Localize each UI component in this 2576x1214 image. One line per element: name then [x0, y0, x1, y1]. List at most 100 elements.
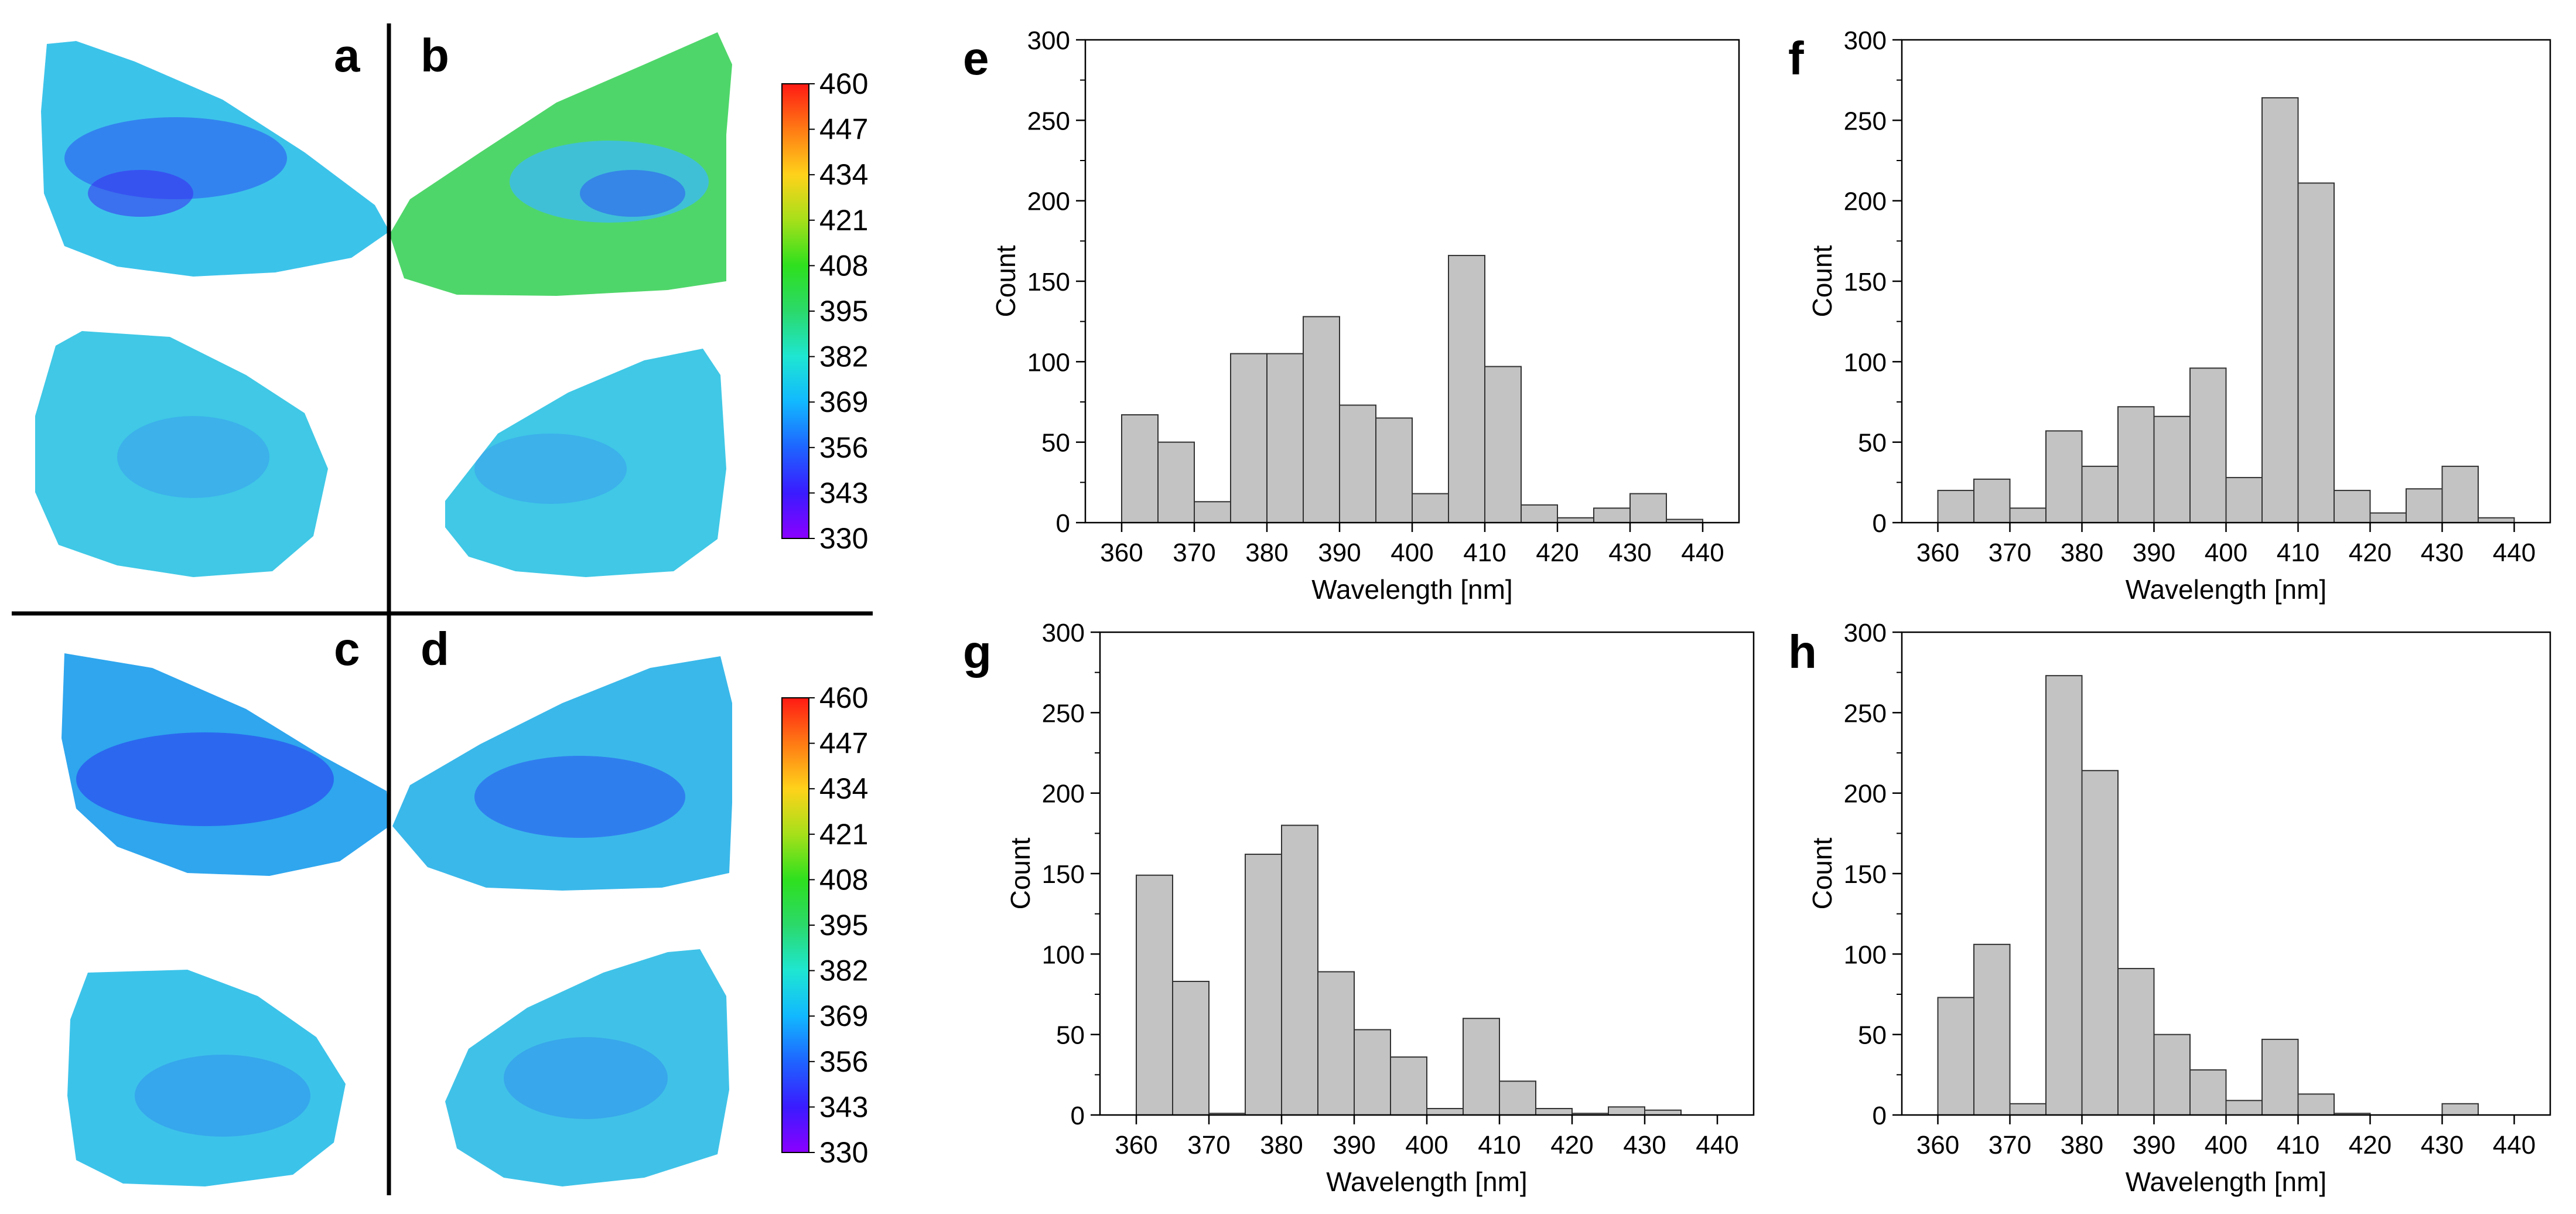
- x-tick-label: 420: [1536, 538, 1579, 567]
- wing-map-a-hindwing: [35, 331, 328, 577]
- colorbar-tick-label: 356: [819, 1045, 868, 1078]
- colorbar-tick-label: 369: [819, 1000, 868, 1032]
- dark-patch: [88, 170, 193, 217]
- dark-patch: [117, 416, 269, 498]
- colorbar-scale: [781, 83, 809, 539]
- x-tick-label: 410: [1478, 1131, 1521, 1160]
- y-tick-label: 150: [1042, 860, 1085, 889]
- colorbar-tick-label: 434: [819, 158, 868, 191]
- y-tick-label: 100: [1027, 348, 1070, 377]
- histogram-bar: [1245, 854, 1282, 1116]
- histogram-bar: [2117, 406, 2155, 523]
- histogram-bar: [1412, 493, 1449, 523]
- y-tick-label: 300: [1027, 26, 1070, 55]
- y-tick-label: 50: [1056, 1021, 1085, 1050]
- x-axis-label: Wavelength [nm]: [2126, 574, 2326, 605]
- histogram-bar: [2297, 182, 2335, 524]
- histogram-bar: [1172, 981, 1210, 1116]
- dark-patch: [474, 756, 685, 838]
- histogram-bar: [2045, 675, 2083, 1116]
- histogram-bar: [1499, 1080, 1536, 1116]
- histogram-bar: [1484, 366, 1522, 523]
- histogram-bar: [1281, 824, 1318, 1116]
- colorbar-scale: [781, 697, 809, 1153]
- colorbar-tick-label: 330: [819, 522, 868, 555]
- x-tick-label: 400: [1405, 1131, 1448, 1160]
- histogram-bar: [1535, 1108, 1573, 1116]
- x-tick-label: 400: [1391, 538, 1433, 567]
- histogram-bar: [1463, 1018, 1500, 1116]
- histogram-bar: [1230, 353, 1267, 523]
- x-axis-label: Wavelength [nm]: [1311, 574, 1512, 605]
- histogram-bar: [1136, 874, 1173, 1116]
- x-tick-label: 370: [1989, 1131, 2031, 1160]
- x-tick-label: 420: [1550, 1131, 1593, 1160]
- y-tick-label: 100: [1042, 940, 1085, 969]
- panel-letter-h: h: [1788, 626, 1817, 678]
- colorbar-tick-label: 421: [819, 818, 868, 851]
- y-tick-label: 250: [1844, 699, 1887, 728]
- colorbar-tick-label: 421: [819, 204, 868, 237]
- histogram-bar: [2261, 1038, 2299, 1116]
- x-tick-label: 390: [2133, 1131, 2175, 1160]
- y-tick-label: 0: [1873, 509, 1887, 538]
- colorbar-tick-label: 460: [819, 67, 868, 100]
- dark-patch: [504, 1037, 668, 1119]
- colorbar-top: 460 447 434 421 408 395 382 369 356 343 330: [781, 67, 868, 555]
- colorbar-tick-label: 447: [819, 727, 868, 760]
- histogram-bar: [2009, 1103, 2047, 1116]
- y-tick-label: 200: [1042, 780, 1085, 809]
- spectral-maps: a b c d 460 447 434 421 408 395 382 369 356 343 33…: [12, 23, 873, 1195]
- y-tick-label: 0: [1056, 509, 1070, 538]
- y-axis-label: Count: [1807, 245, 1837, 317]
- colorbar-tick-label: 343: [819, 1090, 868, 1123]
- x-tick-label: 360: [1916, 538, 1959, 567]
- y-tick-label: 300: [1844, 26, 1887, 55]
- y-tick-label: 100: [1844, 348, 1887, 377]
- histogram-bar: [2045, 430, 2083, 523]
- colorbar-tick-label: 408: [819, 863, 868, 896]
- histogram-bar: [1608, 1106, 1645, 1116]
- histogram-bar: [1973, 478, 2011, 524]
- histogram-panel-f: f 360 370 380 390 400 410 420 430 440 0 50 100 150 200…: [1788, 26, 2551, 605]
- y-axis-label: Count: [1005, 837, 1036, 909]
- histogram-bar: [1157, 441, 1195, 524]
- x-tick-label: 410: [2277, 538, 2319, 567]
- colorbar-tick-label: 434: [819, 772, 868, 805]
- y-axis-label: Count: [990, 245, 1021, 317]
- histogram-bar: [1266, 353, 1304, 523]
- x-tick-label: 410: [1463, 538, 1506, 567]
- x-tick-label: 400: [2205, 1131, 2247, 1160]
- x-tick-label: 390: [2133, 538, 2175, 567]
- colorbar-tick-label: 382: [819, 954, 868, 987]
- histogram-bar: [2225, 477, 2263, 523]
- panel-letter-a: a: [334, 29, 360, 81]
- y-tick-label: 150: [1844, 268, 1887, 296]
- panel-letter-f: f: [1788, 32, 1804, 84]
- x-axis-label: Wavelength [nm]: [1326, 1167, 1527, 1197]
- histogram-bar: [1194, 501, 1231, 523]
- histogram-bar: [1973, 943, 2011, 1116]
- x-tick-label: 360: [1916, 1131, 1959, 1160]
- histogram-bar: [2225, 1100, 2263, 1116]
- histogram-bar: [2189, 1069, 2227, 1116]
- colorbar-tick-label: 343: [819, 476, 868, 509]
- y-tick-label: 50: [1858, 429, 1887, 458]
- dark-patch: [76, 732, 334, 826]
- colorbar-tick-label: 369: [819, 386, 868, 418]
- colorbar-tick-label: 356: [819, 431, 868, 464]
- panel-letter-c: c: [334, 623, 360, 675]
- panel-letter-b: b: [421, 29, 449, 81]
- histogram-bar: [1317, 971, 1355, 1116]
- histogram-bar: [1339, 404, 1376, 524]
- x-tick-label: 390: [1318, 538, 1361, 567]
- histogram-bar: [2081, 770, 2119, 1116]
- dark-patch: [474, 434, 627, 504]
- x-tick-label: 410: [2277, 1131, 2319, 1160]
- histogram-bar: [1521, 504, 1558, 524]
- dark-patch: [135, 1055, 310, 1137]
- histogram-bar: [1354, 1029, 1391, 1116]
- x-axis-label: Wavelength [nm]: [2126, 1167, 2326, 1197]
- wing-map-c-forewing: [62, 653, 390, 876]
- x-tick-label: 380: [1260, 1131, 1303, 1160]
